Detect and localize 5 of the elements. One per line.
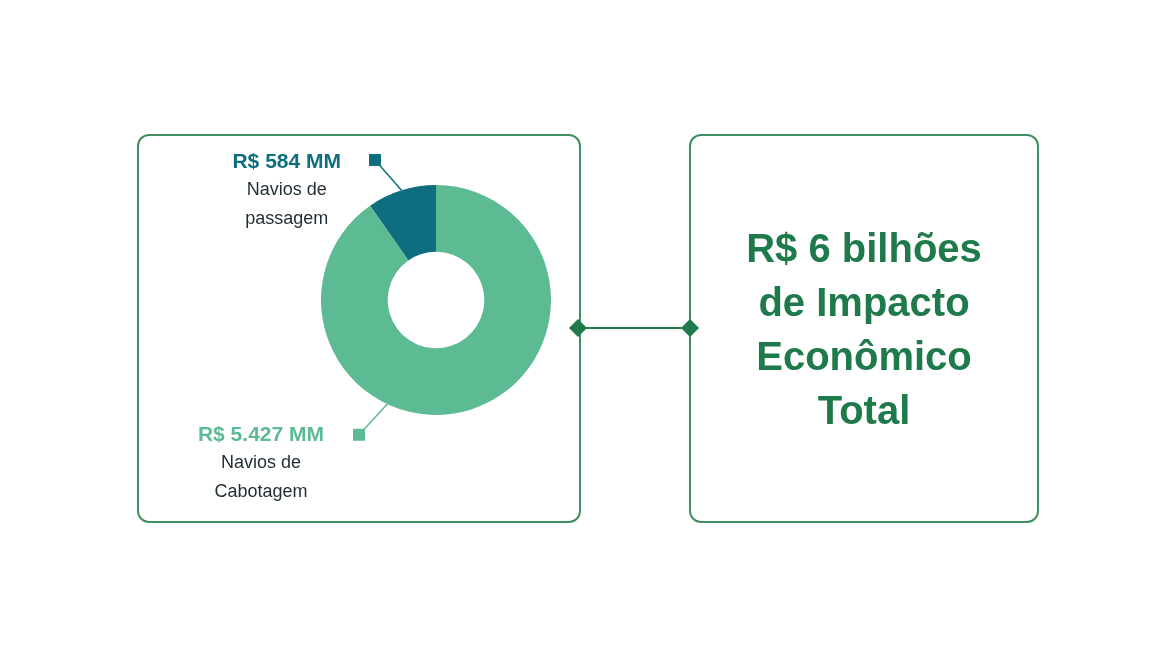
data-label: R$ 5.427 MM xyxy=(197,421,324,445)
slice-label: Navios de Cabotagem xyxy=(214,451,308,501)
slice-label: Navios de passagem xyxy=(245,178,329,228)
text: R$ 6 bilhões de Impacto Econômico Total xyxy=(745,224,983,434)
data-label: R$ 584 MM xyxy=(232,148,341,172)
